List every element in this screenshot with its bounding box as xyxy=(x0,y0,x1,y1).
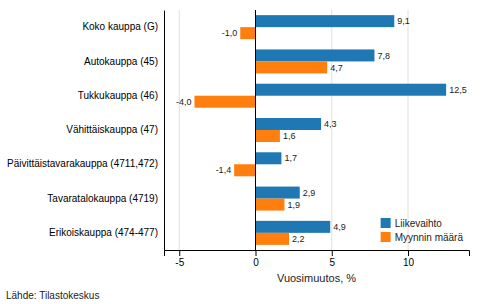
x-tick-label: 0 xyxy=(253,257,259,268)
plot: -5 0 5 10 Erikoiskauppa (474-477) Tavaratalok… xyxy=(7,10,470,284)
legend-item: Myynnin määrä xyxy=(381,232,464,243)
legend-item: Liikevaihto xyxy=(381,218,443,229)
data-label: 4,9 xyxy=(333,222,346,232)
bar xyxy=(256,199,285,211)
y-axis-line xyxy=(164,11,165,251)
bar xyxy=(195,96,256,108)
legend-label: Myynnin määrä xyxy=(395,232,464,243)
y-tick-label: Vähittäiskauppa (47) xyxy=(66,124,158,135)
bar xyxy=(256,221,331,233)
bar xyxy=(256,233,290,245)
bar-series xyxy=(195,27,328,245)
y-tick-label: Autokauppa (45) xyxy=(84,56,158,67)
bar xyxy=(256,61,328,73)
data-label: 2,9 xyxy=(303,188,316,198)
x-tick: -5 xyxy=(175,250,184,268)
y-tick: Tavaratalokauppa (4719) xyxy=(47,193,158,204)
bar xyxy=(256,152,282,164)
y-tick: Koko kauppa (G) xyxy=(82,21,158,32)
legend: Liikevaihto Myynnin määrä xyxy=(381,218,464,243)
x-axis-line xyxy=(165,251,470,257)
bar xyxy=(256,49,375,61)
legend-label: Liikevaihto xyxy=(395,218,443,229)
y-tick: Erikoiskauppa (474-477) xyxy=(49,227,158,238)
data-label: 7,8 xyxy=(377,51,390,61)
grid-line xyxy=(179,10,180,250)
bar xyxy=(256,118,322,130)
data-label: 1,7 xyxy=(284,153,297,163)
bar xyxy=(256,130,280,142)
x-tick-mark xyxy=(179,250,180,256)
y-tick: Päivittäistavarakauppa (4711,472) xyxy=(7,158,158,169)
bar-series xyxy=(256,15,447,233)
legend-swatch xyxy=(381,232,391,242)
y-tick-label: Erikoiskauppa (474-477) xyxy=(49,227,158,238)
x-tick: 5 xyxy=(329,250,335,268)
grid xyxy=(179,10,408,250)
y-axis: Erikoiskauppa (474-477) Tavaratalokauppa … xyxy=(7,11,165,251)
zero-line xyxy=(255,10,256,250)
x-tick-mark xyxy=(256,250,257,256)
bar xyxy=(240,27,255,39)
x-axis: -5 0 5 10 xyxy=(165,250,470,268)
x-tick-mark xyxy=(408,250,409,256)
bars xyxy=(195,15,447,245)
y-tick-label: Tukkukauppa (46) xyxy=(78,90,158,101)
grid-line xyxy=(408,10,409,250)
x-tick-label: -5 xyxy=(175,257,184,268)
grid-line xyxy=(331,10,332,250)
x-tick: 10 xyxy=(403,250,415,268)
y-tick-label: Tavaratalokauppa (4719) xyxy=(47,193,158,204)
x-tick-label: 10 xyxy=(403,257,415,268)
legend-swatch xyxy=(381,218,391,228)
data-labels: 4,9 2,9 1,7 4,3 12,5 7,8 9,1 2,2 1,9 -1,4 1,6 -4,0 4… xyxy=(176,16,467,244)
x-axis-title: Vuosimuutos, % xyxy=(277,272,356,284)
y-tick: Autokauppa (45) xyxy=(84,56,158,67)
y-tick-label: Päivittäistavarakauppa (4711,472) xyxy=(7,158,158,169)
y-tick: Tukkukauppa (46) xyxy=(78,90,158,101)
data-label: 4,7 xyxy=(330,63,343,73)
grid-line xyxy=(255,10,256,250)
annotation: Lähde: Tilastokeskus xyxy=(6,290,99,301)
y-tick: Vähittäiskauppa (47) xyxy=(66,124,158,135)
data-label: 9,1 xyxy=(397,16,410,26)
data-label: 12,5 xyxy=(449,85,467,95)
y-tick-label: Koko kauppa (G) xyxy=(82,21,158,32)
data-label: 2,2 xyxy=(292,234,305,244)
data-label: 1,6 xyxy=(283,131,296,141)
x-tick-mark xyxy=(332,250,333,256)
bar xyxy=(256,187,300,199)
bar xyxy=(256,84,447,96)
bar xyxy=(234,164,255,176)
data-label: -1,4 xyxy=(216,165,232,175)
data-label: -1,0 xyxy=(222,28,238,38)
data-label: 1,9 xyxy=(287,200,300,210)
data-label: -4,0 xyxy=(176,97,192,107)
data-label: 4,3 xyxy=(324,119,337,129)
bar xyxy=(256,15,395,27)
x-tick-label: 5 xyxy=(329,257,335,268)
x-tick: 0 xyxy=(253,250,259,268)
chart: -5 0 5 10 Erikoiskauppa (474-477) Tavaratalok… xyxy=(0,0,493,304)
